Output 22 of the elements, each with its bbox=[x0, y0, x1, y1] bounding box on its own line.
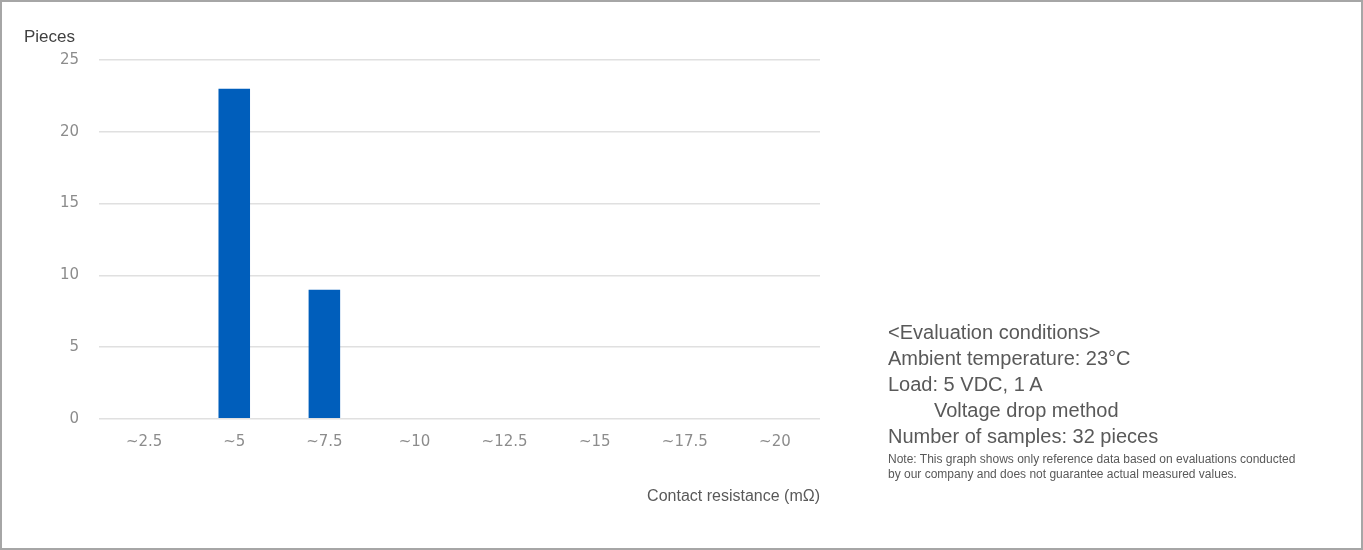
x-tick-label: ~17.5 bbox=[661, 431, 708, 450]
x-tick-label: ~7.5 bbox=[306, 431, 343, 450]
text: Number of samples: 32 pieces bbox=[888, 424, 1160, 448]
x-tick-label: ~2.5 bbox=[125, 431, 163, 450]
y-tick-label: 10 bbox=[59, 265, 80, 284]
text: <Evaluation conditions> bbox=[888, 320, 1102, 344]
y-axis-title: Pieces bbox=[24, 27, 76, 47]
x-tick-label: ~5 bbox=[223, 431, 246, 450]
x-tick-label: ~12.5 bbox=[481, 431, 528, 450]
text: Load: 5 VDC, 1 A bbox=[888, 372, 1044, 396]
x-tick-label: ~10 bbox=[398, 431, 431, 450]
text: Voltage drop method bbox=[933, 398, 1120, 422]
x-axis-title: Contact resistance (mΩ) bbox=[647, 486, 820, 504]
x-tick-label: ~20 bbox=[759, 431, 791, 450]
text: Note: This graph shows only reference data based on evaluations conducted by our company and does not guarantee actual measured values. bbox=[888, 452, 1297, 482]
text: Ambient temperature: 23°C bbox=[888, 346, 1132, 370]
y-tick-label: 5 bbox=[69, 336, 80, 355]
y-tick-label: 0 bbox=[69, 408, 80, 427]
y-tick-label: 20 bbox=[59, 121, 80, 140]
y-tick-label: 15 bbox=[59, 193, 80, 212]
x-tick-label: ~15 bbox=[578, 431, 611, 450]
y-tick-label: 25 bbox=[59, 49, 80, 68]
